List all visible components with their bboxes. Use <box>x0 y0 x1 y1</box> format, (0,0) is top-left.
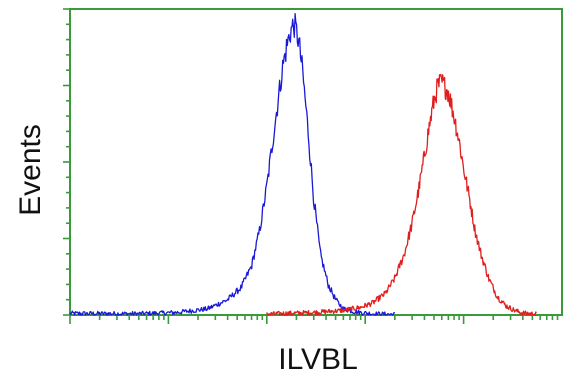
plot-frame <box>69 8 563 316</box>
y-axis-title: Events <box>14 124 47 216</box>
series-line-red <box>266 73 537 316</box>
series-lines <box>69 13 537 316</box>
series-line-blue <box>69 13 396 316</box>
axis-ticks <box>63 8 559 324</box>
x-axis-title: ILVBL <box>278 343 358 376</box>
